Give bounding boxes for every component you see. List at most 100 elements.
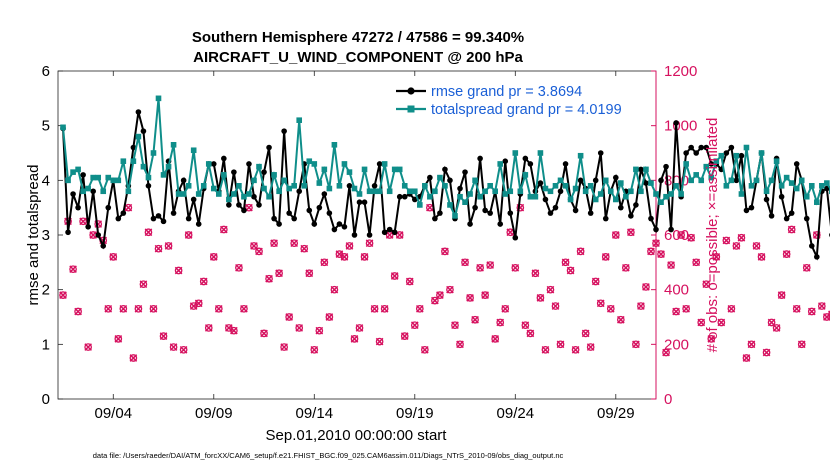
obs-assimilated-point bbox=[747, 340, 756, 349]
obs-possible-point bbox=[611, 231, 620, 239]
spread-point bbox=[738, 191, 745, 197]
spread-point bbox=[668, 191, 674, 197]
obs-possible-point bbox=[375, 337, 384, 346]
obs-assimilated-point bbox=[385, 231, 394, 239]
obs-assimilated-point bbox=[240, 304, 248, 313]
spread-point bbox=[180, 191, 187, 197]
obs-assimilated-point bbox=[139, 280, 148, 289]
y-right-tick-label: 400 bbox=[664, 282, 689, 299]
obs-possible-point bbox=[74, 307, 82, 316]
spread-point bbox=[195, 191, 202, 197]
obs-possible-point bbox=[642, 283, 650, 291]
obs-assimilated-point bbox=[682, 304, 690, 313]
spread-point bbox=[447, 202, 453, 208]
obs-assimilated-point bbox=[662, 348, 670, 357]
rmse-point bbox=[296, 188, 303, 195]
spread-point bbox=[587, 183, 594, 189]
spread-point bbox=[623, 193, 629, 200]
rmse-point bbox=[612, 174, 619, 181]
spread-point bbox=[190, 147, 197, 154]
spread-point bbox=[537, 150, 544, 156]
obs-assimilated-point bbox=[702, 280, 711, 289]
obs-possible-point bbox=[471, 315, 479, 324]
obs-assimilated-point bbox=[777, 291, 786, 299]
spread-point bbox=[462, 199, 468, 205]
rmse-point bbox=[326, 210, 333, 216]
obs-possible-point bbox=[240, 304, 248, 313]
rmse-point bbox=[160, 218, 167, 225]
spread-point bbox=[542, 185, 549, 192]
obs-possible-point bbox=[772, 324, 781, 332]
obs-possible-point bbox=[199, 277, 208, 286]
obs-assimilated-point bbox=[355, 324, 364, 332]
spread-point bbox=[618, 180, 624, 186]
obs-possible-point bbox=[652, 239, 660, 248]
spread-point bbox=[256, 163, 262, 170]
obs-possible-point bbox=[501, 304, 510, 313]
obs-possible-point bbox=[431, 296, 439, 305]
spread-point bbox=[105, 174, 112, 181]
spread-point bbox=[497, 161, 504, 167]
obs-assimilated-point bbox=[818, 302, 826, 310]
rmse-point bbox=[703, 144, 710, 151]
rmse-point bbox=[306, 207, 313, 214]
obs-possible-point bbox=[320, 258, 329, 267]
spread-point bbox=[683, 161, 689, 167]
obs-possible-point bbox=[581, 329, 590, 338]
obs-possible-point bbox=[601, 253, 610, 261]
y-left-tick-label: 3 bbox=[42, 227, 50, 244]
rmse-point bbox=[246, 161, 252, 167]
obs-assimilated-point bbox=[566, 266, 575, 275]
rmse-point bbox=[648, 215, 654, 222]
rmse-point bbox=[351, 232, 358, 238]
obs-possible-point bbox=[511, 263, 520, 272]
obs-possible-point bbox=[742, 354, 751, 362]
legend-rmse-marker bbox=[407, 87, 415, 95]
obs-assimilated-point bbox=[481, 291, 489, 299]
spread-point bbox=[477, 193, 483, 200]
y-right-tick-label: 600 bbox=[664, 227, 689, 244]
rmse-point bbox=[618, 204, 624, 211]
obs-possible-point bbox=[330, 285, 339, 294]
spread-point bbox=[291, 183, 297, 189]
obs-assimilated-point bbox=[677, 231, 685, 239]
spread-point bbox=[326, 185, 333, 192]
obs-possible-point bbox=[757, 253, 766, 261]
rmse-point bbox=[180, 177, 187, 184]
obs-possible-point bbox=[370, 304, 379, 313]
spread-point bbox=[331, 142, 338, 148]
obs-assimilated-point bbox=[501, 304, 510, 313]
rmse-point bbox=[587, 210, 594, 216]
obs-assimilated-point bbox=[209, 253, 218, 261]
spread-point bbox=[522, 172, 529, 178]
obs-possible-point bbox=[415, 304, 424, 313]
rmse-point bbox=[628, 213, 634, 219]
obs-assimilated-point bbox=[104, 304, 113, 313]
obs-possible-point bbox=[420, 345, 429, 354]
obs-possible-point bbox=[817, 302, 826, 310]
obs-assimilated-point bbox=[315, 326, 324, 335]
x-tick-label: 09/09 bbox=[195, 405, 233, 422]
obs-assimilated-point bbox=[807, 307, 816, 316]
obs-assimilated-point bbox=[576, 247, 585, 256]
spread-point bbox=[698, 177, 705, 184]
spread-point bbox=[261, 185, 267, 192]
obs-assimilated-point bbox=[496, 318, 505, 327]
rmse-point bbox=[743, 207, 750, 214]
obs-assimilated-point bbox=[204, 324, 213, 332]
obs-possible-point bbox=[712, 253, 721, 261]
obs-possible-point bbox=[551, 302, 560, 310]
obs-possible-point bbox=[531, 269, 540, 278]
spread-point bbox=[321, 166, 328, 173]
spread-point bbox=[663, 193, 669, 200]
obs-assimilated-point bbox=[421, 345, 429, 354]
spread-point bbox=[633, 166, 639, 173]
obs-possible-point bbox=[325, 313, 334, 321]
obs-assimilated-point bbox=[149, 304, 158, 313]
spread-point bbox=[718, 152, 725, 159]
rmse-point bbox=[447, 177, 453, 184]
rmse-point bbox=[457, 185, 463, 192]
obs-possible-point bbox=[606, 304, 615, 313]
obs-assimilated-point bbox=[637, 302, 645, 310]
obs-assimilated-point bbox=[69, 265, 77, 273]
